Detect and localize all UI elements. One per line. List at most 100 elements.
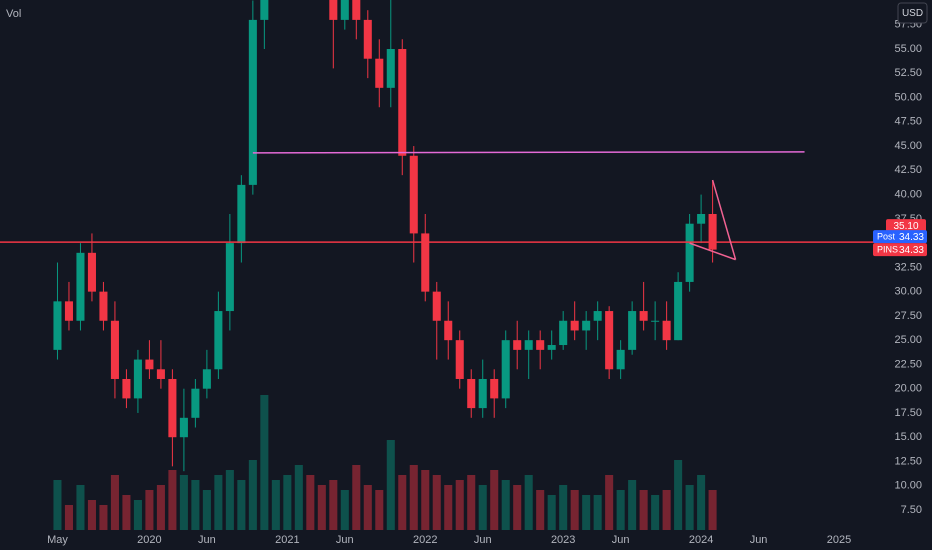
candle-body <box>628 311 637 350</box>
x-tick-label: 2022 <box>413 534 437 546</box>
price-axis <box>885 0 932 530</box>
x-tick-label: Jun <box>198 534 216 546</box>
candle-body <box>432 291 441 321</box>
candle-body <box>76 252 85 321</box>
candle-body <box>340 0 349 20</box>
candle-body <box>110 320 119 379</box>
candle-body <box>547 345 556 350</box>
candle-layer <box>53 0 717 472</box>
volume-bar <box>271 480 280 530</box>
volume-bar <box>444 485 453 530</box>
y-tick-label: 45.00 <box>894 140 922 152</box>
candle-body <box>490 378 499 399</box>
volume-layer <box>53 395 717 530</box>
candle-body <box>524 340 533 350</box>
volume-bar <box>398 475 407 530</box>
y-tick-label: 22.50 <box>894 358 922 370</box>
volume-bar <box>214 475 223 530</box>
candle-body <box>53 301 62 350</box>
candle-body <box>501 340 510 399</box>
volume-label: Vol <box>6 8 21 20</box>
volume-bar <box>260 395 269 530</box>
trend-line <box>252 151 805 154</box>
y-tick-label: 12.50 <box>894 455 922 467</box>
volume-bar <box>145 490 154 530</box>
currency-button[interactable] <box>897 2 928 24</box>
candle-body <box>386 49 395 88</box>
candle-body <box>352 0 361 20</box>
currency-label[interactable]: USD <box>902 8 923 19</box>
volume-bar <box>582 495 591 530</box>
volume-bar <box>294 465 303 530</box>
volume-bar <box>455 480 464 530</box>
quote-badge <box>873 230 927 244</box>
volume-bar <box>501 480 510 530</box>
volume-bar <box>616 490 625 530</box>
candle-body <box>214 311 223 370</box>
y-tick-label: 40.00 <box>894 188 922 200</box>
volume-bar <box>639 490 648 530</box>
volume-bar <box>248 460 257 530</box>
candle-body <box>99 291 108 321</box>
drawing-layer <box>0 151 885 261</box>
candle-body <box>536 340 545 350</box>
volume-bar <box>697 475 706 530</box>
y-tick-label: 50.00 <box>894 91 922 103</box>
candle-body <box>409 155 418 234</box>
trend-line <box>711 179 737 260</box>
volume-bar <box>651 495 660 530</box>
price-badge <box>886 219 926 234</box>
volume-bar <box>53 480 62 530</box>
candle-body <box>697 213 706 224</box>
x-tick-label: May <box>47 534 68 546</box>
candle-body <box>133 359 142 399</box>
volume-bar <box>708 490 717 530</box>
x-tick-label: 2020 <box>137 534 161 546</box>
y-tick-label: 25.00 <box>894 334 922 346</box>
candle-body <box>674 281 683 341</box>
candle-body <box>168 378 177 438</box>
candle-body <box>329 0 338 20</box>
volume-bar <box>685 485 694 530</box>
volume-bar <box>202 490 211 530</box>
candle-body <box>87 252 96 292</box>
volume-bar <box>432 475 441 530</box>
y-tick-label: 32.50 <box>894 261 922 273</box>
y-tick-label: 30.00 <box>894 286 922 298</box>
volume-bar <box>524 475 533 530</box>
volume-bar <box>122 495 131 530</box>
candle-body <box>593 311 602 321</box>
volume-bar <box>674 460 683 530</box>
candle-body <box>248 19 257 185</box>
x-tick-label: 2021 <box>275 534 299 546</box>
volume-bar <box>283 475 292 530</box>
quote-name: Post <box>877 231 896 241</box>
y-tick-label: 20.00 <box>894 383 922 395</box>
candle-body <box>64 301 73 321</box>
quote-value: 34.33 <box>899 232 924 243</box>
candle-body <box>191 388 200 418</box>
candle-body <box>444 320 453 341</box>
volume-bar <box>421 470 430 530</box>
volume-bar <box>570 490 579 530</box>
y-tick-label: 15.00 <box>894 431 922 443</box>
y-tick-label: 47.50 <box>894 116 922 128</box>
candle-body <box>421 233 430 292</box>
candle-body <box>260 0 269 20</box>
price-badge-label: 35.10 <box>893 221 918 232</box>
volume-bar <box>628 480 637 530</box>
volume-bar <box>375 490 384 530</box>
candle-body <box>559 320 568 346</box>
volume-bar <box>593 495 602 530</box>
volume-bar <box>490 470 499 530</box>
quote-badge <box>873 243 927 257</box>
candle-body <box>398 49 407 156</box>
candle-body <box>616 349 625 370</box>
volume-bar <box>179 475 188 530</box>
volume-bar <box>168 470 177 530</box>
candle-body <box>363 19 372 59</box>
volume-bar <box>363 485 372 530</box>
volume-bar <box>306 475 315 530</box>
y-tick-label: 55.00 <box>894 43 922 55</box>
